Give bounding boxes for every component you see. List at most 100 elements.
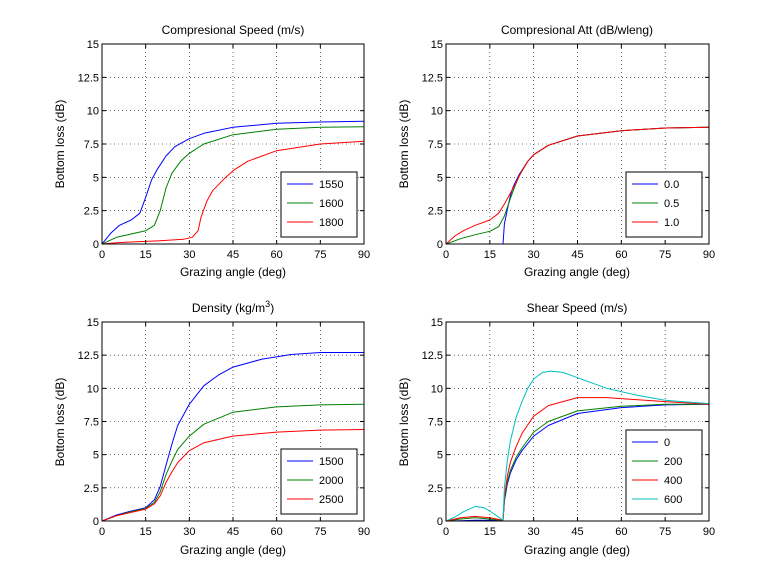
series-line-1550 <box>102 120 364 244</box>
series-line-400 <box>446 397 709 521</box>
x-tick-label: 30 <box>183 526 195 538</box>
y-axis-title: Bottom loss (dB) <box>397 378 411 467</box>
series-line-600 <box>446 370 709 521</box>
legend-label: 1800 <box>319 217 343 229</box>
legend-label: 0 <box>664 437 670 449</box>
y-tick-label: 10 <box>431 383 443 395</box>
title-main: Density (kg/m <box>192 301 265 315</box>
y-tick-label: 5 <box>437 450 443 462</box>
x-tick-label: 0 <box>99 526 105 538</box>
x-tick-label: 60 <box>271 249 283 261</box>
y-tick-label: 15 <box>431 317 443 329</box>
legend-box <box>280 448 358 515</box>
y-tick-label: 0 <box>93 516 99 528</box>
x-tick-label: 45 <box>227 526 239 538</box>
x-axis-title: Grazing angle (deg) <box>524 543 630 557</box>
series-line-2500 <box>102 429 364 521</box>
x-tick-label: 90 <box>358 526 370 538</box>
y-axis-title: Bottom loss (dB) <box>53 378 67 467</box>
y-tick-label: 2.5 <box>84 206 99 218</box>
y-tick-label: 12.5 <box>78 350 99 362</box>
subplot-density: 0 15 30 45 60 75 90 0 2.5 5 7.5 10 12.5 15 Density (k… <box>53 299 370 557</box>
x-tick-label: 60 <box>615 526 627 538</box>
legend-box <box>625 171 703 238</box>
legend-label: 600 <box>664 494 682 506</box>
x-tick-label: 90 <box>703 249 715 261</box>
series-line-1.0 <box>446 126 709 244</box>
x-tick-label: 30 <box>528 249 540 261</box>
x-tick-label: 15 <box>484 526 496 538</box>
y-tick-label: 7.5 <box>428 139 443 151</box>
x-tick-label: 90 <box>358 249 370 261</box>
legend-label: 1.0 <box>664 217 679 229</box>
y-tick-label: 0 <box>93 239 99 251</box>
legend-label: 1550 <box>319 179 343 191</box>
x-tick-label: 45 <box>571 526 583 538</box>
plot-title: Density (kg/m3) <box>192 299 274 315</box>
series-group <box>446 126 709 244</box>
x-tick-label: 75 <box>314 249 326 261</box>
legend-label: 200 <box>664 456 682 468</box>
subplot-shear-speed: 0 15 30 45 60 75 90 0 2.5 5 7.5 10 12.5 15 Shear Spee… <box>397 301 715 557</box>
y-tick-label: 0 <box>437 516 443 528</box>
x-tick-label: 15 <box>140 526 152 538</box>
x-tick-label: 30 <box>183 249 195 261</box>
y-tick-label: 15 <box>87 39 99 51</box>
plot-title: Shear Speed (m/s) <box>527 301 628 315</box>
y-tick-label: 10 <box>87 106 99 118</box>
y-tick-label: 5 <box>93 172 99 184</box>
y-tick-label: 10 <box>431 106 443 118</box>
y-tick-label: 12.5 <box>78 72 99 84</box>
legend-label: 1500 <box>319 456 343 468</box>
y-tick-label: 5 <box>437 172 443 184</box>
legend-label: 400 <box>664 475 682 487</box>
y-tick-label: 15 <box>431 39 443 51</box>
title-superscript: 3 <box>265 299 270 309</box>
x-tick-label: 60 <box>615 249 627 261</box>
x-axis-title: Grazing angle (deg) <box>524 265 630 279</box>
x-tick-label: 75 <box>314 526 326 538</box>
y-tick-label: 10 <box>87 383 99 395</box>
legend-label: 0.5 <box>664 198 679 210</box>
y-tick-label: 12.5 <box>422 72 443 84</box>
y-tick-label: 7.5 <box>84 417 99 429</box>
subplot-compressional-speed: 0 15 30 45 60 75 90 0 2.5 5 7.5 10 12.5 15 Compresion… <box>53 23 370 279</box>
legend: 0 200 400 600 <box>625 429 703 515</box>
x-tick-label: 45 <box>227 249 239 261</box>
legend: 1550 1600 1800 <box>280 171 358 238</box>
title-suffix: ) <box>270 301 274 315</box>
series-line-1500 <box>102 352 364 521</box>
series-line-200 <box>446 403 709 521</box>
legend-box <box>280 171 358 238</box>
y-tick-label: 15 <box>87 317 99 329</box>
x-tick-label: 30 <box>528 526 540 538</box>
series-line-2000 <box>102 403 364 521</box>
y-tick-label: 5 <box>93 450 99 462</box>
y-tick-label: 2.5 <box>428 483 443 495</box>
y-tick-label: 12.5 <box>422 350 443 362</box>
y-axis-title: Bottom loss (dB) <box>53 100 67 189</box>
legend: 1500 2000 2500 <box>280 448 358 515</box>
x-tick-label: 75 <box>659 526 671 538</box>
series-group <box>102 352 364 521</box>
legend-box <box>625 429 703 515</box>
y-tick-label: 7.5 <box>428 417 443 429</box>
legend-label: 1600 <box>319 198 343 210</box>
x-tick-label: 75 <box>659 249 671 261</box>
y-axis-title: Bottom loss (dB) <box>397 100 411 189</box>
x-tick-label: 0 <box>443 526 449 538</box>
x-axis-title: Grazing angle (deg) <box>180 543 286 557</box>
x-tick-label: 0 <box>99 249 105 261</box>
plot-title: Compresional Att (dB/wleng) <box>501 23 653 37</box>
x-tick-label: 45 <box>571 249 583 261</box>
series-line-1600 <box>102 126 364 244</box>
legend-label: 2000 <box>319 475 343 487</box>
x-axis-title: Grazing angle (deg) <box>180 265 286 279</box>
legend-label: 2500 <box>319 494 343 506</box>
subplot-compressional-att: 0 15 30 45 60 75 90 0 2.5 5 7.5 10 12.5 15 Compresion… <box>397 23 715 279</box>
x-tick-label: 0 <box>443 249 449 261</box>
y-tick-label: 2.5 <box>84 483 99 495</box>
legend: 0.0 0.5 1.0 <box>625 171 703 238</box>
plot-title: Compresional Speed (m/s) <box>162 23 305 37</box>
